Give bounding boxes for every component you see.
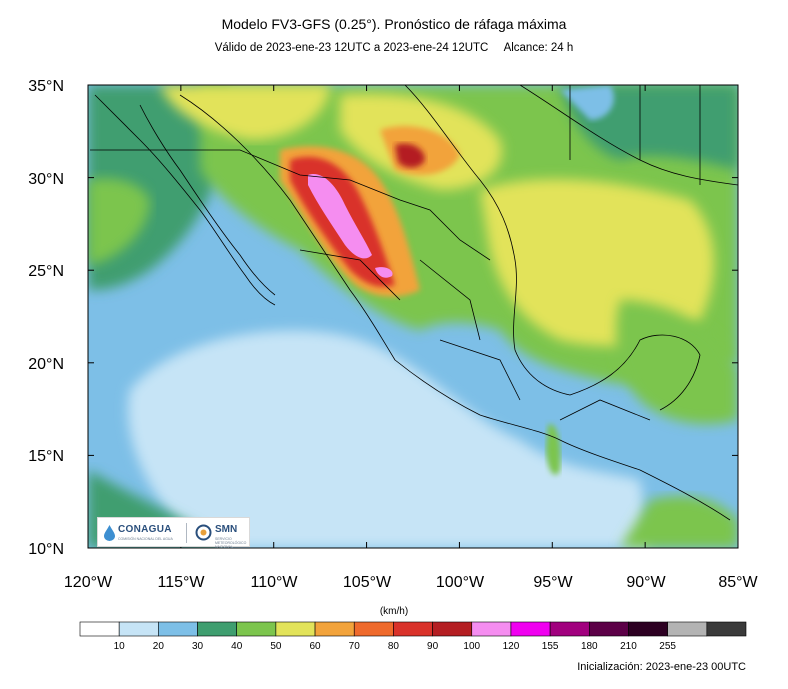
extreme-gust-core <box>308 174 372 259</box>
lat-label: 15°N <box>28 448 64 465</box>
colorbar-swatch <box>588 621 629 637</box>
colorbar-tick-label: 30 <box>192 641 204 652</box>
colorbar-swatch <box>314 621 355 637</box>
colorbar-swatch <box>667 621 708 637</box>
colorbar-tick-label: 90 <box>427 641 439 652</box>
smn-emblem-icon <box>195 524 212 541</box>
lat-label: 20°N <box>28 356 64 373</box>
colorbar-swatch <box>236 621 277 637</box>
conagua-logo: CONAGUA <box>118 524 172 535</box>
lon-label: 120°W <box>64 574 113 591</box>
plains-gust-core <box>395 143 425 168</box>
colorbar-labels: 10 20 30 40 50 60 70 80 90 100 120 155 180 210 255 <box>114 641 677 652</box>
colorbar-tick-label: 180 <box>581 641 598 652</box>
northwest-winds <box>160 85 330 140</box>
initialization-time: Inicialización: 2023-ene-23 00UTC <box>577 661 746 673</box>
agency-logos: CONAGUA COMISIÓN NACIONAL DEL AGUA SMN S… <box>97 517 250 549</box>
colorbar-swatch <box>353 621 394 637</box>
gulf-fan <box>480 179 714 346</box>
us-mexico-border <box>90 149 491 261</box>
pacific-coast <box>179 94 731 521</box>
coastlines <box>90 85 738 521</box>
colorbar-swatch <box>549 621 590 637</box>
colorbar-swatch <box>706 621 747 637</box>
colorbar-swatch <box>118 621 159 637</box>
colorbar-swatch <box>275 621 316 637</box>
lon-label: 90°W <box>626 574 666 591</box>
colorbar-swatch <box>158 621 198 637</box>
colorbar-tick-label: 100 <box>463 641 480 652</box>
colorbar-swatch <box>471 621 512 637</box>
gust-field <box>88 85 738 548</box>
calm-ocean <box>128 330 650 548</box>
lat-label: 25°N <box>28 263 64 280</box>
colorbar: 10 20 30 40 50 60 70 80 90 100 120 155 180 210 255 <box>79 621 747 652</box>
map-frame <box>87 84 739 549</box>
colorbar-tick-label: 20 <box>153 641 165 652</box>
us-state-lines <box>569 85 701 185</box>
lat-label: 35°N <box>28 78 64 95</box>
colorbar-units: (km/h) <box>379 606 409 617</box>
colorbar-tick-label: 50 <box>270 641 282 652</box>
colorbar-tick-label: 80 <box>388 641 400 652</box>
colorbar-swatch <box>393 621 433 637</box>
lon-label: 115°W <box>157 574 205 591</box>
colorbar-swatch <box>197 621 238 637</box>
lat-label: 30°N <box>28 171 64 188</box>
conagua-subtitle: COMISIÓN NACIONAL DEL AGUA <box>118 537 173 541</box>
logo-divider <box>186 523 187 543</box>
central-am-band <box>620 496 738 548</box>
colorbar-swatch <box>510 621 551 637</box>
gulf-coast <box>404 85 701 411</box>
latitude-labels: 35°N 30°N 25°N 20°N 15°N 10°N <box>28 78 64 558</box>
lon-label: 110°W <box>250 574 298 591</box>
wind-gust-map: 35°N 30°N 25°N 20°N 15°N 10°N 120°W 115°… <box>28 78 759 591</box>
chart-title: Modelo FV3-GFS (0.25°). Pronóstico de rá… <box>221 16 567 32</box>
colorbar-tick-label: 155 <box>542 641 559 652</box>
colorbar-swatch <box>79 621 120 637</box>
lon-label: 95°W <box>533 574 573 591</box>
smn-logo: SMN <box>215 524 238 535</box>
forecast-range: Alcance: 24 h <box>503 42 574 54</box>
water-drop-icon <box>104 525 115 541</box>
colorbar-tick-label: 210 <box>620 641 637 652</box>
colorbar-tick-label: 40 <box>231 641 243 652</box>
lon-label: 100°W <box>436 574 485 591</box>
pacific-inner <box>88 178 150 265</box>
lon-label: 105°W <box>343 574 392 591</box>
colorbar-swatches <box>79 621 747 637</box>
lon-label: 85°W <box>718 574 758 591</box>
tehuantepec-jet <box>546 424 561 475</box>
colorbar-tick-label: 255 <box>659 641 676 652</box>
colorbar-tick-label: 60 <box>309 641 321 652</box>
colorbar-swatch <box>432 621 473 637</box>
state-borders <box>299 249 651 421</box>
valid-period: Válido de 2023-ene-23 12UTC a 2023-ene-2… <box>214 42 489 54</box>
colorbar-tick-label: 120 <box>503 641 520 652</box>
chart-subtitle: Válido de 2023-ene-23 12UTC a 2023-ene-2… <box>0 42 788 54</box>
lat-label: 10°N <box>28 541 64 558</box>
baja-coast-west <box>94 94 276 306</box>
colorbar-tick-label: 70 <box>349 641 361 652</box>
axis-ticks <box>87 84 739 549</box>
extreme-gust-spot <box>375 267 393 278</box>
smn-subtitle: SERVICIO METEOROLÓGICO NACIONAL <box>215 537 247 549</box>
colorbar-tick-label: 10 <box>114 641 126 652</box>
colorbar-swatch <box>628 621 668 637</box>
baja-coast-east <box>139 104 276 296</box>
longitude-labels: 120°W 115°W 110°W 105°W 100°W 95°W 90°W … <box>64 574 759 591</box>
yucatan-winds <box>616 300 738 424</box>
ne-calm <box>560 85 614 120</box>
